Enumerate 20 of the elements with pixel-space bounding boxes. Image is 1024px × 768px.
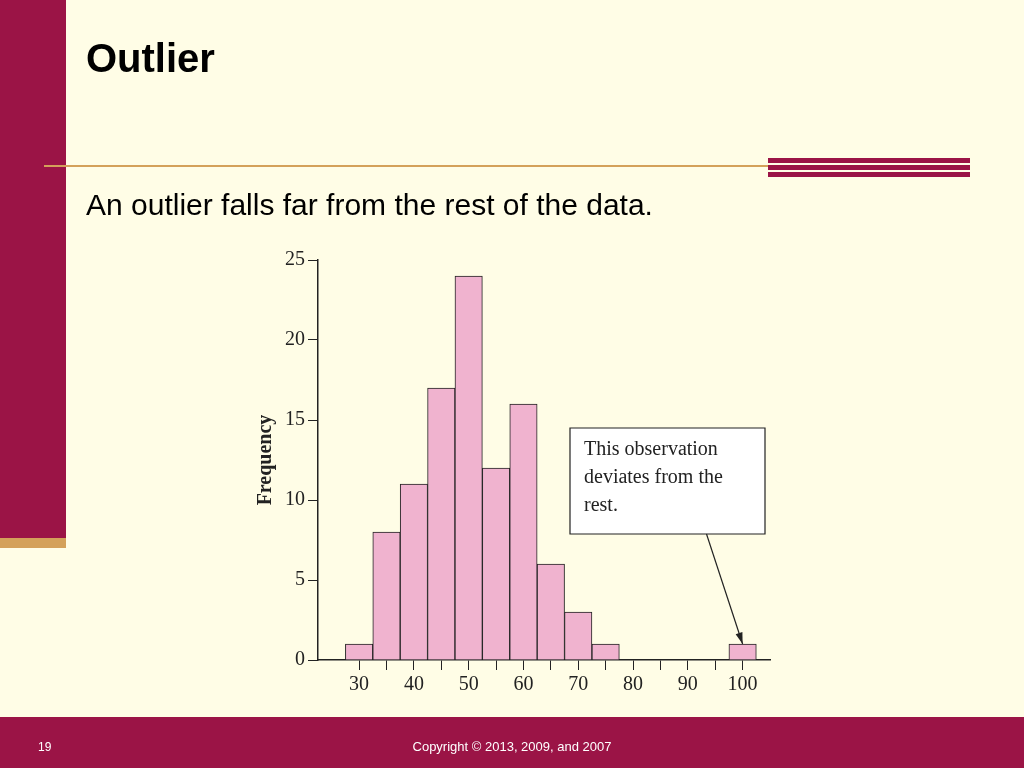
y-tick-label: 20 — [285, 327, 305, 350]
x-tick-label: 90 — [677, 672, 698, 695]
x-tick-label: 80 — [623, 672, 644, 695]
x-tick-label: 30 — [349, 672, 370, 695]
y-tick-label: 10 — [285, 487, 305, 510]
x-tick-label: 60 — [513, 672, 534, 695]
y-tick-label: 5 — [295, 567, 305, 590]
x-tick-label: 40 — [403, 672, 424, 695]
x-tick-label: 100 — [727, 672, 758, 695]
y-tick-label: 25 — [285, 247, 305, 270]
y-axis-title: Frequency — [253, 414, 277, 506]
chart-subtitle: An outlier falls far from the rest of the data. — [86, 188, 653, 222]
text: Copyright © 2013, 2009, and 2007 — [412, 739, 612, 754]
text: 19 — [38, 740, 52, 754]
y-tick-label: 15 — [285, 407, 305, 430]
x-tick-label: 70 — [568, 672, 589, 695]
annotation: This observation deviates from the rest. — [584, 437, 723, 516]
x-tick-label: 50 — [458, 672, 479, 695]
chart-title: Outlier — [86, 36, 215, 81]
y-tick-label: 0 — [295, 647, 305, 670]
